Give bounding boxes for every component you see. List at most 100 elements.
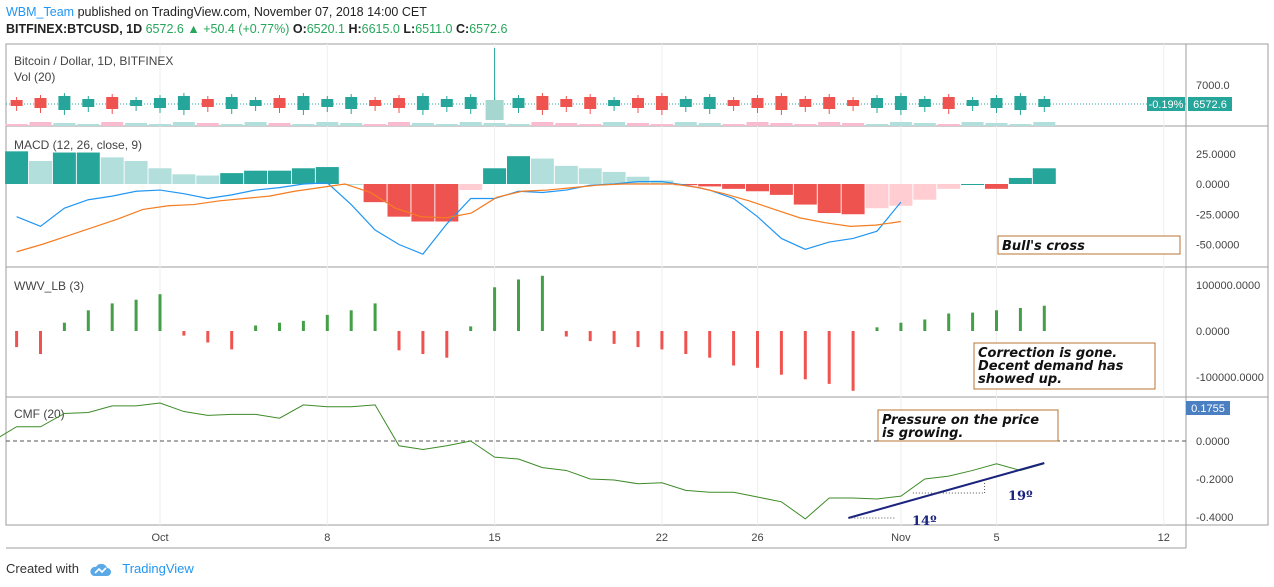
candle-body [823,97,836,109]
candle-body [775,96,788,110]
candle-body [679,99,692,107]
cmf-y-tick: -0.4000 [1196,512,1233,524]
wwv-bar [899,322,903,331]
volume-bar [172,122,195,126]
symbol-label: BITFINEX:BTCUSD, 1D [6,22,143,36]
volume-bar [866,124,888,126]
chart-frame [5,43,1269,549]
x-tick-label: 12 [1158,532,1170,544]
wwv-bar [301,320,305,331]
wwv-y-tick: 0.0000 [1196,326,1230,338]
volume-bar [483,123,506,126]
candle-body [871,98,883,108]
tradingview-link[interactable]: TradingView [122,561,194,576]
pressure-text: is growing. [882,426,963,441]
wwv-bar [39,331,42,354]
high-label: H: [348,22,362,36]
volume-bar [579,124,602,126]
volume-bar [937,124,960,126]
low-value: 6511.0 [415,22,453,36]
candle-body [894,96,907,110]
angle-19-label: 19º [1008,489,1033,504]
macd-histogram-bar [196,175,220,184]
candle-body [1038,99,1051,107]
volume-bar [364,124,387,126]
macd-histogram-bar [220,173,244,184]
macd-y-tick: -25.0000 [1196,209,1239,221]
footer: Created with TradingView [6,561,194,577]
volume-bar [650,124,673,126]
macd-title: MACD (12, 26, close, 9) [14,138,142,152]
candle-body [560,99,573,107]
price-y-tick: 7000.0 [1196,80,1230,92]
volume-bar [698,123,721,126]
candle-body [345,97,358,109]
volume-bar [77,124,100,126]
macd-histogram-bar [29,161,52,184]
publish-info: published on TradingView.com, November 0… [77,5,427,19]
wwv-bar [469,326,473,331]
correction-text: Correction is gone. [978,346,1117,361]
price-badge [1188,97,1232,111]
macd-histogram-bar [124,161,148,184]
annotations: 19º 14º Bull's cross Correction is gone.Dec… [848,235,1181,529]
wwv-bar [947,313,951,331]
wwv-bar [517,279,520,331]
volume-bar [459,122,482,126]
macd-histogram-bar [52,152,76,184]
x-tick-label: 8 [324,532,330,544]
volume-bar [1033,122,1056,126]
macd-histogram-bar [483,168,507,184]
cmf-y-tick: 0.0000 [1196,436,1230,448]
macd-histogram-bar [148,168,172,184]
macd-histogram-bar [172,174,196,184]
candle-body [249,100,262,106]
macd-histogram-bar [554,165,578,184]
macd-histogram-bar [315,167,339,184]
candle-body [130,100,143,106]
candle-body [225,97,238,109]
correction-text: showed up. [978,372,1062,387]
wwv-bar [421,331,425,354]
candle-body [369,100,382,106]
volume-bar [985,123,1008,126]
candle-body [632,98,644,108]
wwv-bar [971,312,975,331]
volume-bar [292,124,315,126]
volume-bar [29,122,52,126]
volume-bar-spike [485,100,504,120]
cmf-title: CMF (20) [14,407,65,421]
macd-line [16,180,902,255]
macd-histogram-bar [1032,168,1056,184]
volume-bar [340,123,363,126]
wwv-bar [254,325,258,331]
macd-histogram-bar [244,170,268,184]
wwv-bar [110,303,114,331]
volume-label: Vol (20) [14,70,55,84]
price-badge-text: 6572.6 [1193,99,1227,111]
macd-histogram-bar [578,168,602,184]
volume-bar [125,123,148,126]
candle-body [727,100,740,106]
cmf-line [0,402,1045,520]
volume-bar [5,124,28,126]
candle-body [799,99,812,107]
volume-bar [722,124,745,126]
volume-bar [627,123,649,126]
volume-bar [913,123,936,126]
wwv-bar [564,331,568,337]
author-link[interactable]: WBM_Team [6,5,75,19]
macd-histogram-bar [459,184,483,191]
high-value: 6615.0 [361,22,400,36]
candle-body [918,99,931,107]
volume-bar [268,123,291,126]
last-price: 6572.6 [145,22,184,36]
created-with-label: Created with [6,561,79,576]
volume-bar [531,122,554,126]
price-change-text: -0.19% [1149,99,1184,111]
wwv-bar [827,331,831,384]
up-arrow-icon: ▲ [187,22,200,36]
wwv-bar [325,314,329,331]
candle-body [273,98,286,108]
